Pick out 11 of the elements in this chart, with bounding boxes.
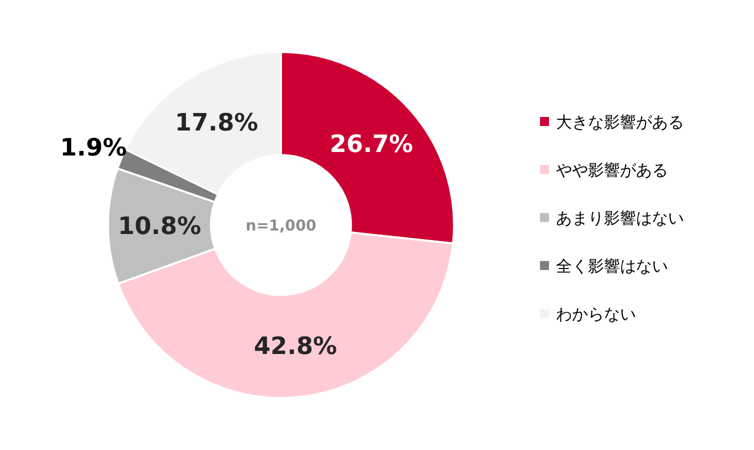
legend-label: 全く影響はない (556, 256, 668, 276)
text: n=1,000 (246, 216, 316, 234)
legend-label: わからない (556, 304, 636, 324)
legend-label: やや影響がある (556, 160, 668, 180)
data-label: 1.9% (60, 134, 127, 162)
data-label: 42.8% (254, 332, 338, 360)
data-label: 10.8% (118, 212, 202, 240)
data-label: 17.8% (174, 108, 258, 136)
data-label: 26.7% (330, 130, 414, 158)
legend-label: 大きな影響がある (556, 112, 684, 132)
legend-label: あまり影響はない (556, 208, 684, 228)
